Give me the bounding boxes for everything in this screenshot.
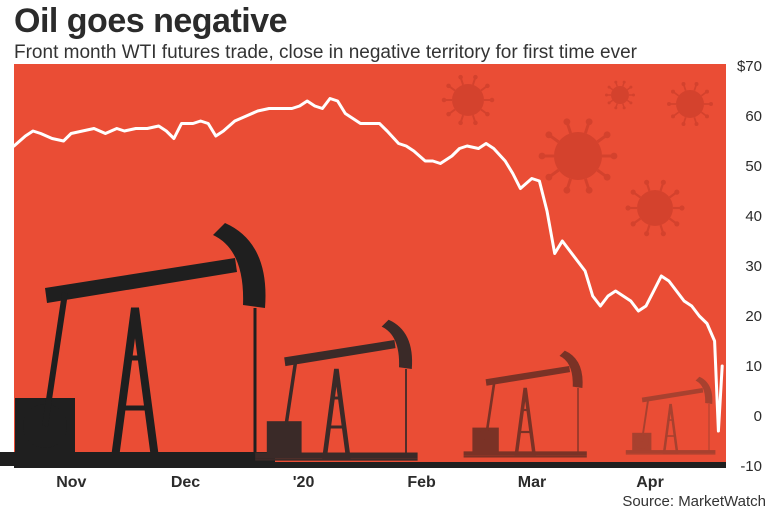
oil-pump-jack — [0, 223, 275, 466]
oil-pump-jack — [255, 319, 418, 461]
ground-strip — [14, 462, 726, 468]
oil-pump-silhouettes — [0, 223, 716, 466]
virus-icon — [625, 179, 685, 237]
wti-price-line — [12, 97, 724, 433]
virus-icon — [538, 118, 618, 194]
x-tick-label: Mar — [518, 474, 546, 491]
y-tick-label: 10 — [745, 358, 762, 375]
y-tick-label: -10 — [740, 458, 762, 475]
virus-icons — [441, 74, 713, 237]
oil-pump-jack — [463, 350, 587, 458]
chart-title: Oil goes negative — [14, 2, 288, 40]
y-axis: $70 60 50 40 30 20 10 0 -10 — [737, 58, 762, 475]
x-axis: Nov Dec '20 Feb Mar Apr — [56, 474, 664, 491]
x-tick-label: Apr — [636, 474, 664, 491]
virus-icon — [667, 82, 713, 126]
y-tick-label: 30 — [745, 258, 762, 275]
oil-pump-jack — [625, 376, 716, 455]
x-tick-label: Feb — [407, 474, 436, 491]
y-tick-label: $70 — [737, 58, 762, 75]
y-tick-label: 50 — [745, 158, 762, 175]
virus-icon — [441, 74, 495, 126]
y-tick-label: 20 — [745, 308, 762, 325]
y-tick-label: 0 — [754, 408, 762, 425]
chart-subtitle: Front month WTI futures trade, close in … — [14, 42, 637, 63]
virus-icon — [605, 80, 635, 110]
x-tick-label: '20 — [293, 474, 315, 491]
y-tick-label: 40 — [745, 208, 762, 225]
y-tick-label: 60 — [745, 108, 762, 125]
source-note: Source: MarketWatch — [622, 493, 766, 510]
x-tick-label: Dec — [171, 474, 200, 491]
x-tick-label: Nov — [56, 474, 86, 491]
